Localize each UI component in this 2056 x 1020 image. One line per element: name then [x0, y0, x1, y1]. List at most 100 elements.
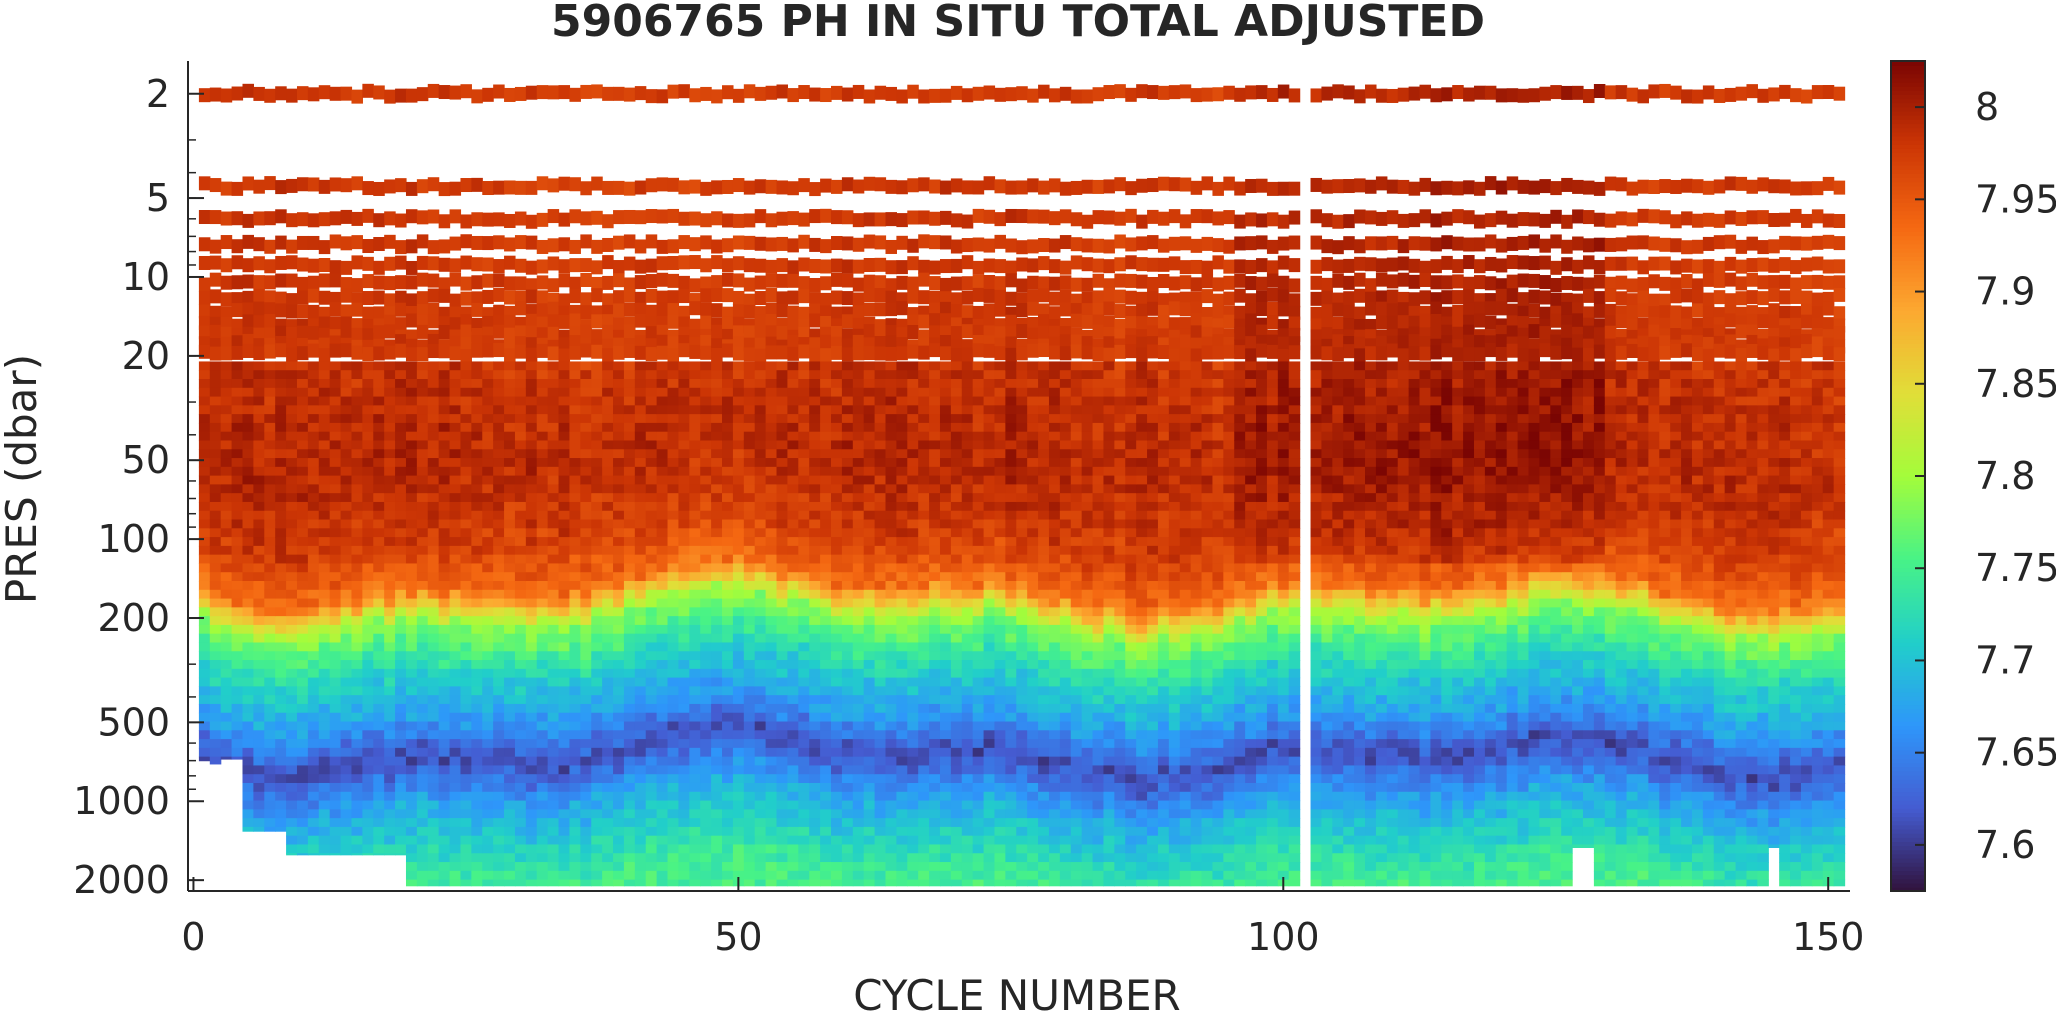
heat-cell [820, 809, 832, 819]
heat-cell [863, 589, 876, 600]
heat-cell [427, 361, 440, 371]
heat-cell [623, 440, 636, 450]
heat-cell [591, 414, 603, 424]
heat-cell [286, 651, 298, 661]
heat-cell [275, 695, 287, 705]
heat-cell [732, 616, 745, 626]
heat-cell [689, 545, 701, 556]
heat-cell [198, 695, 211, 705]
heat-cell [787, 818, 799, 828]
heat-cell [514, 800, 527, 810]
heat-cell [362, 306, 374, 321]
heat-cell [623, 616, 636, 626]
heat-cell [405, 396, 418, 406]
heat-cell [961, 712, 974, 723]
heat-cell [645, 862, 658, 872]
heat-cell [395, 607, 407, 617]
heat-cell [863, 387, 876, 398]
heat-cell [493, 747, 505, 758]
heat-cell [852, 414, 865, 424]
heat-cell [831, 607, 843, 617]
heat-cell [689, 765, 701, 775]
heat-cell [264, 475, 276, 485]
heat-cell [504, 440, 516, 450]
heat-cell [776, 449, 789, 459]
heat-cell [831, 431, 843, 442]
heat-cell [580, 554, 592, 565]
heat-cell [896, 449, 908, 459]
heat-cell [885, 449, 897, 459]
heat-cell [384, 835, 396, 846]
heat-cell [776, 537, 789, 547]
heat-cell [362, 589, 374, 600]
heat-cell [765, 85, 778, 100]
heat-cell [318, 791, 331, 802]
heat-cell [623, 660, 636, 670]
heat-cell [776, 791, 789, 802]
heat-cell [351, 255, 363, 270]
heat-cell [961, 668, 974, 679]
heat-cell [896, 361, 908, 371]
heat-cell [558, 293, 571, 308]
heat-cell [231, 756, 244, 760]
heat-cell [569, 326, 581, 341]
heat-cell [634, 405, 647, 415]
heat-cell [863, 660, 876, 670]
heat-cell [373, 237, 385, 252]
heat-cell [602, 484, 614, 494]
heat-cell [634, 422, 647, 433]
heat-cell [678, 180, 690, 195]
heat-cell [602, 686, 614, 696]
heat-cell [504, 712, 516, 723]
heat-cell [613, 431, 625, 442]
heat-cell [504, 327, 516, 342]
heat-cell [820, 589, 832, 600]
heat-cell [427, 387, 440, 398]
heat-cell [482, 721, 494, 731]
heat-cell [493, 449, 505, 459]
heat-cell [591, 519, 603, 529]
heat-cell [591, 826, 603, 837]
heat-cell [482, 739, 494, 749]
heat-cell [580, 695, 592, 705]
heat-cell [482, 607, 494, 617]
heat-cell [362, 256, 374, 271]
heat-cell [504, 370, 516, 380]
heat-cell [776, 800, 789, 810]
heat-cell [209, 660, 222, 670]
heat-cell [831, 660, 843, 670]
heat-cell [253, 179, 265, 194]
heat-cell [286, 589, 298, 600]
heat-cell [286, 835, 298, 846]
heat-cell [275, 756, 287, 767]
heat-cell [395, 290, 407, 305]
heat-cell [918, 458, 930, 468]
heat-cell [765, 791, 778, 802]
heat-cell [253, 422, 265, 433]
heat-cell [275, 642, 287, 652]
heat-cell [787, 589, 799, 600]
heat-cell [384, 642, 396, 652]
heat-cell [580, 765, 592, 775]
heat-cell [438, 510, 451, 521]
heat-cell [667, 458, 680, 468]
heat-cell [667, 703, 680, 714]
heat-cell [296, 493, 309, 503]
heat-cell [580, 809, 592, 819]
heat-cell [460, 791, 472, 802]
heat-cell [885, 607, 897, 617]
heat-cell [711, 422, 723, 433]
heat-cell [678, 774, 690, 784]
heat-cell [547, 379, 560, 389]
heat-cell [231, 721, 244, 731]
heat-cell [841, 273, 854, 288]
heat-cell [460, 818, 472, 828]
heat-cell [405, 405, 418, 415]
heat-cell [449, 818, 462, 828]
heat-cell [831, 179, 843, 194]
heat-cell [841, 291, 854, 306]
heat-cell [689, 747, 701, 758]
heat-cell [209, 642, 222, 652]
heat-cell [329, 431, 342, 442]
heat-cell [961, 651, 974, 661]
